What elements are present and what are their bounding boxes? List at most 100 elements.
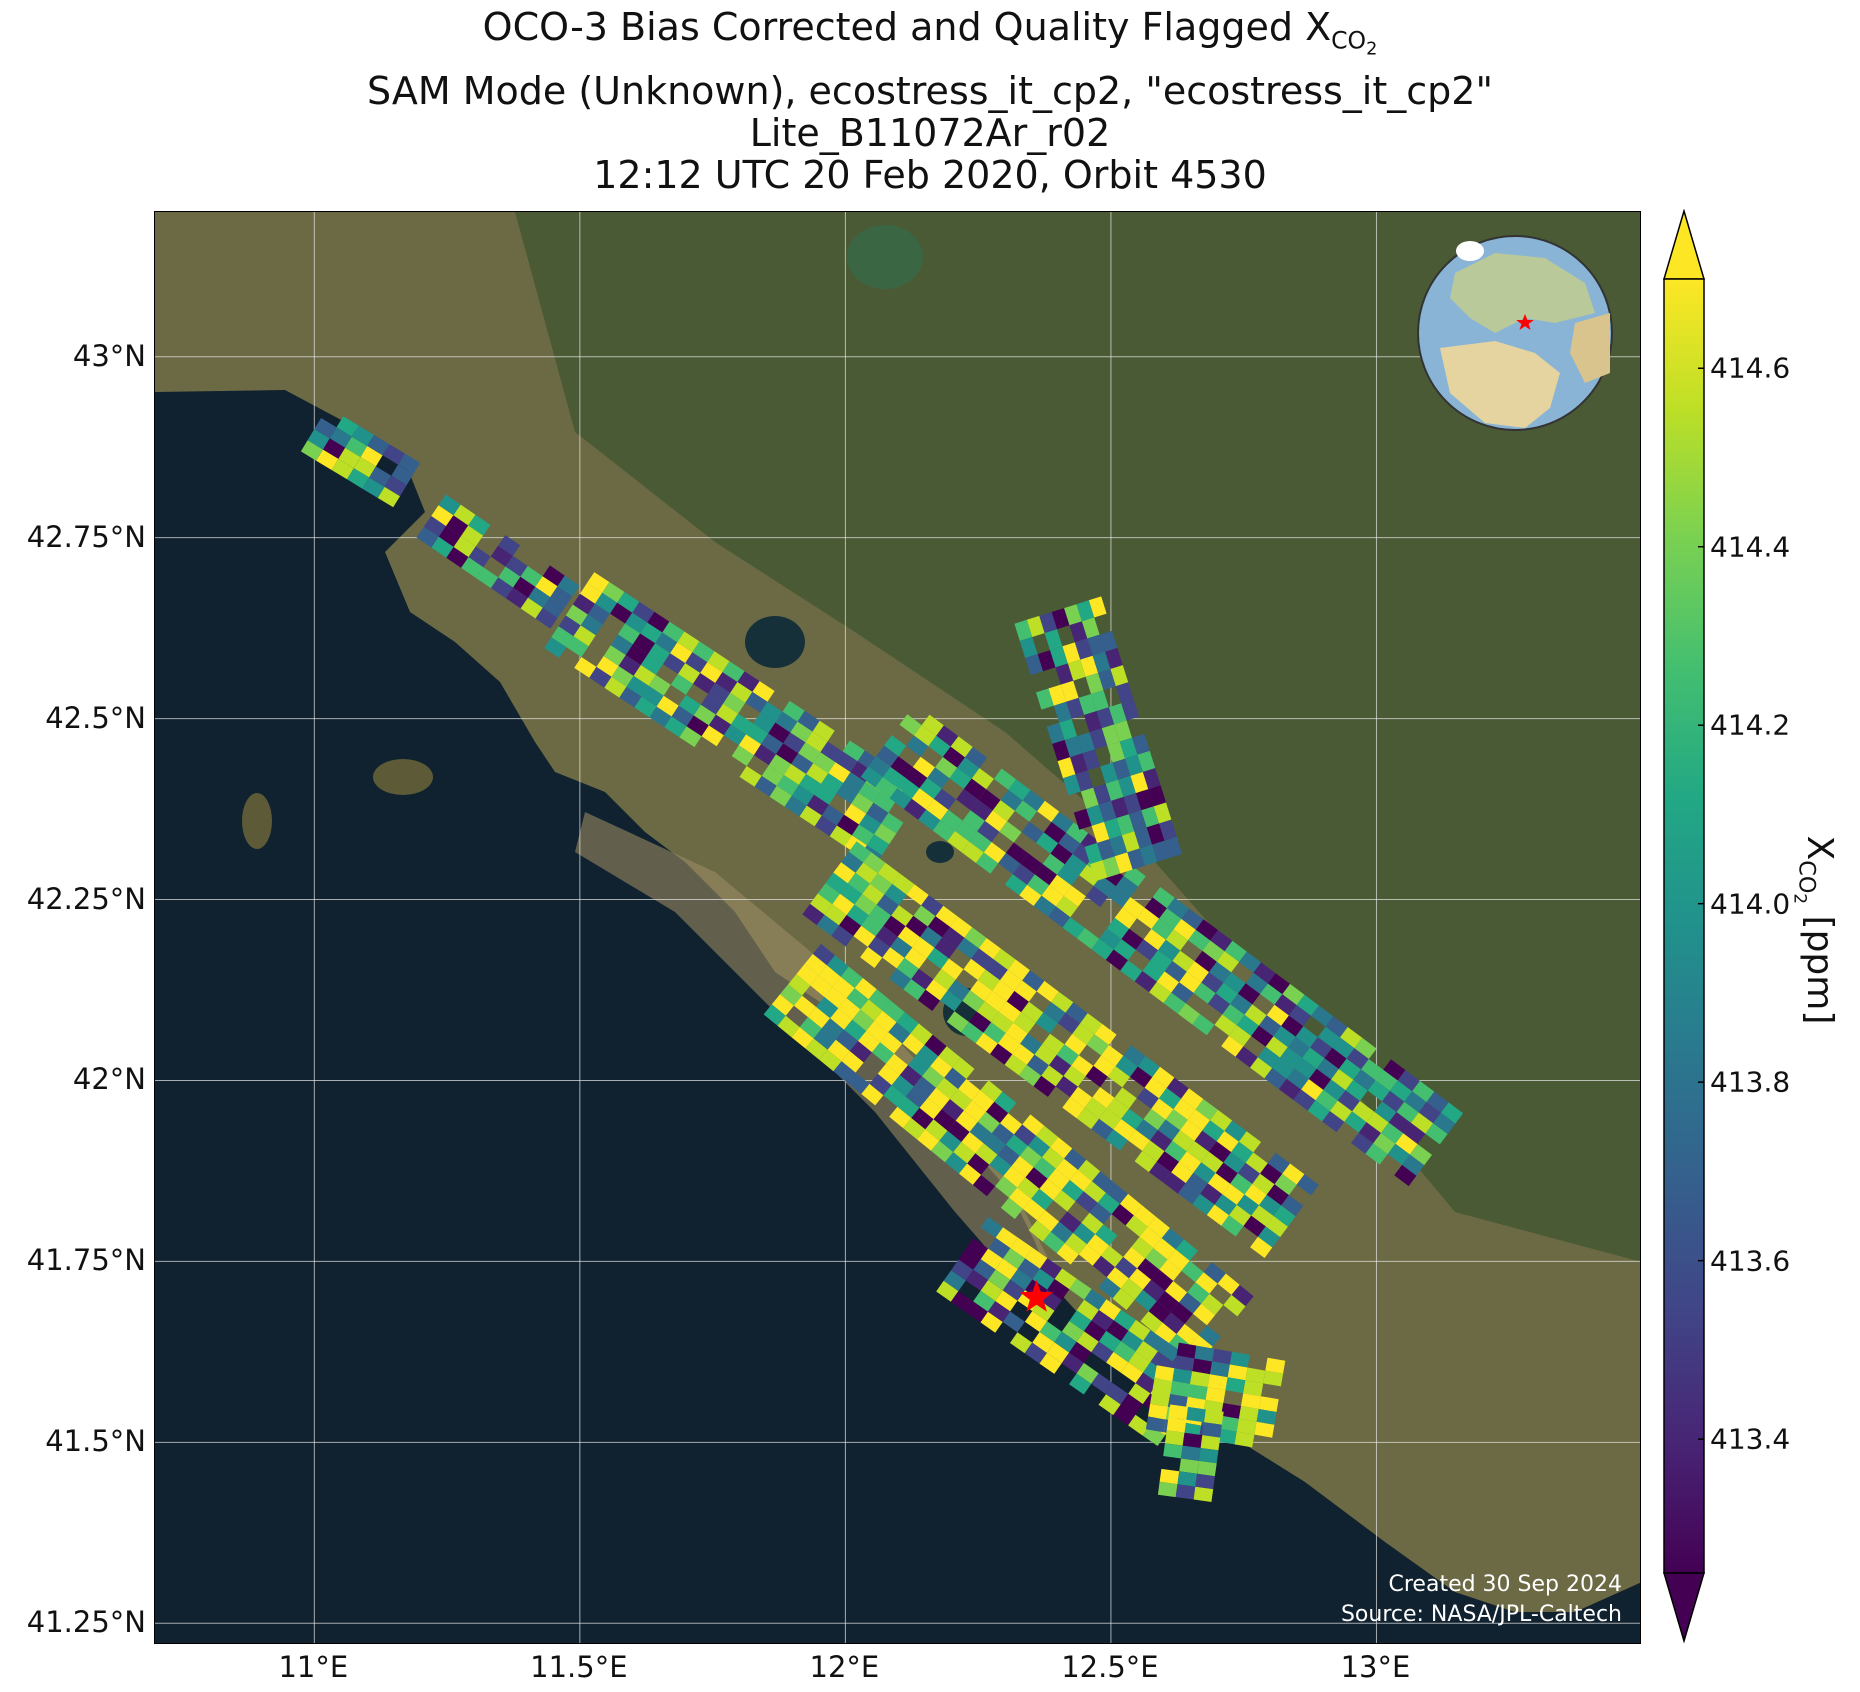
sounding-pixel (1170, 1381, 1190, 1397)
sounding-pixel (1092, 1171, 1115, 1193)
sounding-pixel (972, 1174, 996, 1197)
sounding-pixel (867, 936, 891, 958)
sounding-pixel (1237, 1162, 1260, 1184)
sounding-pixel (927, 916, 950, 938)
sounding-pixel (1272, 1057, 1295, 1079)
sounding-pixel (1082, 749, 1101, 771)
sounding-pixel (1207, 993, 1231, 1015)
sounding-pixel (969, 831, 992, 853)
sounding-pixel (431, 536, 454, 558)
map-panel[interactable]: Created 30 Sep 2024 Source: NASA/JPL-Cal… (154, 211, 1641, 1644)
sounding-pixel (851, 824, 875, 846)
sounding-pixel (1095, 1224, 1118, 1246)
sounding-pixel (846, 988, 869, 1010)
sounding-pixel (438, 494, 461, 516)
sounding-pixel (1167, 1249, 1190, 1271)
sounding-pixel (1106, 1320, 1129, 1342)
sounding-pixel (791, 784, 814, 806)
sounding-pixel (956, 937, 979, 959)
sounding-pixel (1250, 1057, 1273, 1079)
sounding-pixel (1245, 972, 1268, 994)
sounding-pixel (1039, 1178, 1062, 1201)
colorbar (1662, 209, 1706, 1643)
sounding-pixel (1067, 659, 1086, 681)
sounding-pixel (940, 990, 963, 1012)
sounding-pixel (939, 1130, 962, 1153)
sounding-pixel (1185, 1172, 1208, 1194)
sounding-pixel (905, 767, 928, 789)
sounding-pixel (1026, 1054, 1049, 1076)
sounding-pixel (752, 681, 775, 702)
sounding-pixel (788, 974, 811, 996)
sounding-pixel (1142, 960, 1165, 982)
sounding-pixel (813, 1028, 836, 1050)
sounding-pixel (844, 1019, 867, 1041)
sounding-pixel (790, 721, 813, 743)
sounding-pixel (771, 994, 794, 1016)
sounding-pixel (1069, 1341, 1092, 1363)
sounding-pixel (1409, 1144, 1432, 1166)
sounding-pixel (1296, 1174, 1319, 1196)
sounding-pixel (1322, 1111, 1345, 1133)
sounding-pixel (1069, 621, 1088, 643)
sounding-pixel (927, 1087, 950, 1110)
sounding-pixel (1055, 1158, 1078, 1180)
sounding-pixel (446, 515, 469, 537)
sounding-pixel (1412, 1080, 1435, 1103)
sounding-pixel (976, 1001, 999, 1023)
sounding-pixel (876, 745, 899, 767)
sounding-pixel (761, 765, 784, 786)
sounding-pixel (1077, 732, 1095, 754)
sounding-pixel (1057, 1012, 1080, 1034)
colorbar-tick-label: 413.8 (1710, 1065, 1791, 1099)
sounding-pixel (453, 536, 476, 558)
sounding-pixel (1164, 836, 1183, 858)
sounding-pixel (833, 862, 856, 884)
sounding-pixel (1207, 1374, 1228, 1391)
sounding-pixel (1020, 853, 1043, 875)
sounding-pixel (896, 1012, 919, 1034)
sounding-pixel (1022, 1114, 1045, 1136)
sounding-pixel (1053, 1190, 1076, 1212)
sounding-pixel (1010, 1269, 1033, 1291)
sounding-pixel (889, 787, 912, 810)
sounding-pixel (700, 693, 724, 715)
sounding-pixel (1193, 1486, 1214, 1502)
sounding-pixel (1150, 1351, 1173, 1373)
sounding-pixel (793, 995, 817, 1017)
sounding-pixel (1056, 1044, 1079, 1066)
sounding-pixel (1254, 1421, 1275, 1438)
sounding-pixel (633, 665, 656, 686)
sounding-pixel (1229, 1351, 1250, 1368)
sounding-pixel (891, 1075, 914, 1097)
sounding-pixel (1139, 1226, 1162, 1249)
sounding-pixel (992, 800, 1015, 822)
sounding-pixel (520, 597, 543, 619)
sounding-pixel (1060, 680, 1079, 702)
sounding-pixel (1156, 1291, 1179, 1313)
sounding-pixel (1004, 1054, 1027, 1076)
sounding-pixel (1091, 1341, 1114, 1363)
sounding-pixel (824, 986, 847, 1009)
sounding-pixel (932, 820, 955, 842)
sounding-pixel (1216, 951, 1239, 973)
sounding-pixel (1179, 1151, 1202, 1173)
sounding-pixel (1128, 1414, 1151, 1436)
sounding-pixel (1114, 720, 1132, 742)
sounding-pixel (1410, 1112, 1434, 1134)
sounding-pixel (1282, 1163, 1305, 1185)
sounding-pixel (935, 757, 958, 779)
sounding-pixel (911, 1107, 934, 1130)
sounding-pixel (1084, 843, 1103, 865)
figure-title: OCO-3 Bias Corrected and Quality Flagged… (0, 6, 1860, 196)
sounding-pixel (692, 641, 715, 663)
sounding-pixel (1097, 1192, 1120, 1215)
sounding-pixel (753, 744, 776, 766)
sounding-pixel (1222, 1183, 1245, 1205)
sounding-pixel (1050, 1137, 1073, 1159)
sounding-pixel (1237, 983, 1261, 1005)
sounding-pixel (1266, 1184, 1289, 1206)
sounding-pixel (858, 782, 881, 803)
sounding-pixel (1351, 1132, 1374, 1154)
sounding-pixel (647, 643, 671, 665)
